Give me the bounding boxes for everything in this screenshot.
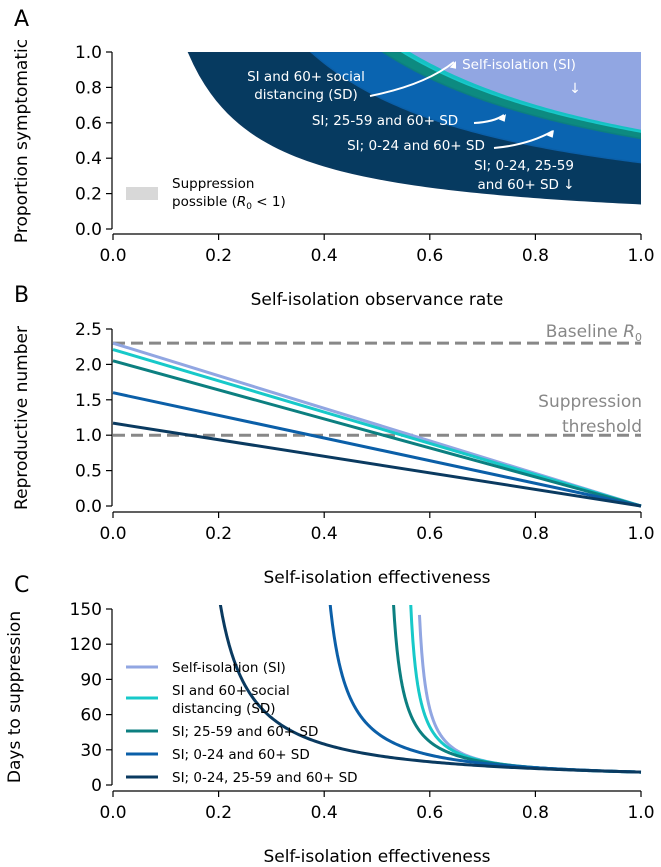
legend-label-si-60-line1: SI and 60+ social bbox=[172, 683, 290, 699]
axis-ticks-b: 0.0 0.2 0.4 0.6 0.8 1.0 0.0 0.5 1.0 1.5 2.0 2.5 bbox=[75, 320, 655, 544]
x-tick-label: 0.6 bbox=[416, 524, 443, 544]
annotation-arrows bbox=[369, 61, 554, 149]
annotation-si-2559: SI; 25-59 and 60+ SD bbox=[312, 113, 458, 129]
y-tick-label: 1.0 bbox=[75, 426, 102, 446]
y-axis-label-b: Reproductive number bbox=[12, 326, 32, 510]
y-axis-label-c: Days to suppression bbox=[5, 611, 25, 783]
x-tick-label: 0.4 bbox=[311, 803, 338, 823]
axis-ticks-a: 0.0 0.2 0.4 0.6 0.8 1.0 0.0 0.2 0.4 0.6 0.8 1.0 bbox=[75, 43, 655, 266]
legend-label-si-60-line2: distancing (SD) bbox=[172, 701, 276, 717]
y-tick-label: 1.0 bbox=[75, 43, 102, 63]
suppression-threshold-line2: threshold bbox=[562, 417, 642, 437]
y-tick-label: 1.5 bbox=[75, 391, 102, 411]
legend-c: Self-isolation (SI) SI and 60+ social di… bbox=[126, 660, 358, 786]
x-tick-label: 1.0 bbox=[627, 524, 654, 544]
x-tick-label: 0.2 bbox=[205, 803, 232, 823]
annotation-self-isolation-arrow: ↓ bbox=[569, 81, 581, 97]
baseline-r0-label: Baseline R0 bbox=[546, 322, 642, 344]
annotation-arrowhead bbox=[546, 130, 554, 138]
x-axis-label-c: Self-isolation effectiveness bbox=[263, 847, 490, 867]
x-tick-label: 0.8 bbox=[522, 803, 549, 823]
annotation-si-60-line1: SI and 60+ social bbox=[247, 69, 365, 85]
reproductive-number-lines bbox=[112, 341, 642, 508]
annotation-arrowhead bbox=[498, 114, 506, 122]
legend-suppression-line2: possible (R0 < 1) bbox=[172, 194, 286, 212]
y-tick-label: 0.0 bbox=[75, 220, 102, 240]
panel-c: C Self-isolation (SI) SI and 60+ social … bbox=[5, 573, 655, 867]
y-tick-label: 2.0 bbox=[75, 355, 102, 375]
legend-suppression-line1: Suppression bbox=[172, 176, 254, 192]
annotation-arrow bbox=[473, 114, 505, 124]
x-tick-label: 0.6 bbox=[416, 803, 443, 823]
annotation-self-isolation: Self-isolation (SI) bbox=[462, 57, 576, 73]
x-axis-label-b: Self-isolation effectiveness bbox=[263, 568, 490, 588]
days-to-suppression-lines bbox=[218, 605, 642, 774]
line-si60 bbox=[409, 605, 642, 774]
line-si2559 bbox=[392, 605, 642, 774]
line-si024 bbox=[328, 605, 642, 774]
y-tick-label: 120 bbox=[70, 635, 102, 655]
legend-label-si-024: SI; 0-24 and 60+ SD bbox=[172, 747, 310, 763]
annotation-si-all-line1: SI; 0-24, 25-59 bbox=[474, 158, 574, 174]
x-tick-label: 0.8 bbox=[522, 524, 549, 544]
annotation-si-60-line2: distancing (SD) bbox=[254, 87, 358, 103]
y-tick-label: 0.0 bbox=[75, 497, 102, 517]
annotation-arrowhead bbox=[449, 61, 457, 69]
x-tick-label: 0.8 bbox=[522, 246, 549, 266]
y-tick-label: 150 bbox=[70, 600, 102, 620]
legend-label-si-all: SI; 0-24, 25-59 and 60+ SD bbox=[172, 770, 358, 786]
y-tick-label: 0 bbox=[91, 776, 102, 796]
line-si2559 bbox=[112, 359, 642, 508]
y-tick-label: 0.2 bbox=[75, 185, 102, 205]
line-siall bbox=[112, 421, 642, 508]
x-tick-label: 0.0 bbox=[99, 524, 126, 544]
x-tick-label: 0.2 bbox=[205, 524, 232, 544]
legend-suppression-patch bbox=[126, 187, 158, 200]
y-tick-label: 30 bbox=[80, 741, 102, 761]
annotation-arrow bbox=[493, 130, 554, 149]
x-tick-label: 0.0 bbox=[99, 803, 126, 823]
annotation-arrow bbox=[369, 61, 455, 97]
line-si60 bbox=[112, 348, 642, 508]
region-si bbox=[409, 52, 641, 130]
panel-label-b: B bbox=[14, 283, 29, 308]
suppression-threshold-line1: Suppression bbox=[538, 392, 642, 412]
y-tick-label: 0.6 bbox=[75, 114, 102, 134]
panel-a: A Self-isolation (SI) ↓ SI and 60+ socia… bbox=[12, 7, 655, 310]
y-tick-label: 60 bbox=[80, 706, 102, 726]
x-tick-label: 0.6 bbox=[416, 246, 443, 266]
reference-lines bbox=[113, 341, 641, 437]
x-axis-label-a: Self-isolation observance rate bbox=[251, 290, 504, 310]
legend-label-si: Self-isolation (SI) bbox=[172, 660, 286, 676]
y-tick-label: 90 bbox=[80, 670, 102, 690]
y-tick-label: 0.5 bbox=[75, 462, 102, 482]
y-axis-label-a: Proportion symptomatic bbox=[12, 39, 32, 243]
line-si bbox=[417, 614, 642, 774]
annotation-si-all-line2: and 60+ SD ↓ bbox=[477, 177, 574, 193]
x-tick-label: 0.4 bbox=[311, 524, 338, 544]
x-tick-label: 0.2 bbox=[205, 246, 232, 266]
panel-b: B Baseline R0 Suppression threshold 0.0 0… bbox=[12, 283, 655, 588]
panel-label-a: A bbox=[14, 7, 29, 32]
y-tick-label: 0.8 bbox=[75, 78, 102, 98]
legend-label-si-2559: SI; 25-59 and 60+ SD bbox=[172, 724, 318, 740]
line-siall bbox=[218, 605, 642, 774]
annotation-si-024: SI; 0-24 and 60+ SD bbox=[347, 138, 485, 154]
y-tick-label: 0.4 bbox=[75, 149, 102, 169]
y-tick-label: 2.5 bbox=[75, 320, 102, 340]
suppression-regions bbox=[187, 52, 641, 205]
x-tick-label: 1.0 bbox=[627, 246, 654, 266]
x-tick-label: 0.0 bbox=[99, 246, 126, 266]
x-tick-label: 1.0 bbox=[627, 803, 654, 823]
line-si024 bbox=[112, 391, 642, 508]
panel-label-c: C bbox=[14, 573, 29, 598]
x-tick-label: 0.4 bbox=[311, 246, 338, 266]
axis-ticks-c: 0.0 0.2 0.4 0.6 0.8 1.0 0 30 60 90 120 150 bbox=[70, 600, 655, 823]
